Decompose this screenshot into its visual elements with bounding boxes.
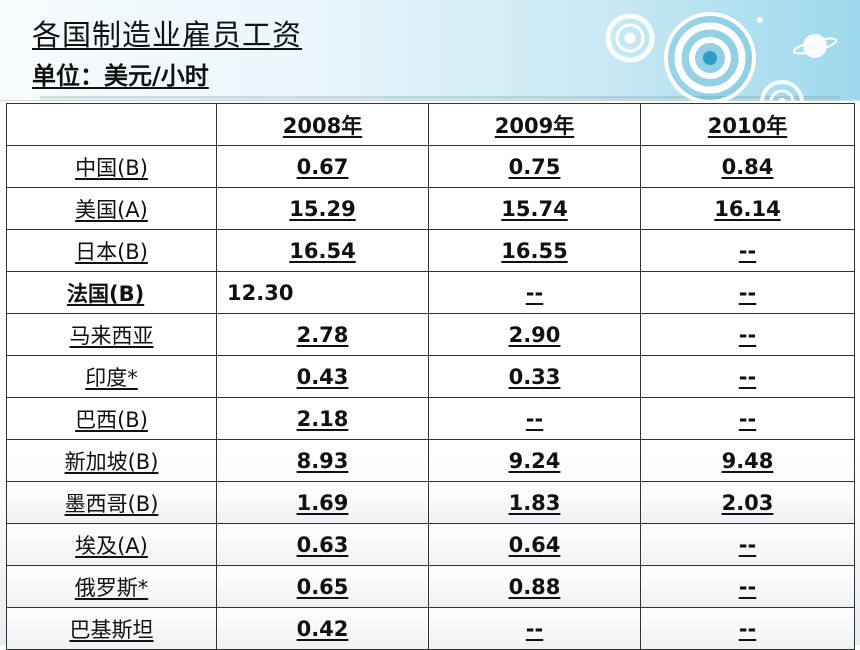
- wage-2009-cell: 0.88: [428, 565, 641, 608]
- target-rings-decoration-icon: [605, 12, 838, 150]
- table-row: 新加坡(B) 8.93 9.24 9.48: [6, 439, 855, 482]
- wage-2008-cell: 15.29: [216, 187, 429, 230]
- wage-2010-cell: --: [640, 397, 855, 440]
- wage-2008-cell: 2.18: [216, 397, 429, 440]
- slide-title: 各国制造业雇员工资: [32, 18, 303, 52]
- table-row: 美国(A) 15.29 15.74 16.14: [6, 187, 855, 230]
- wage-2010-cell: 9.48: [640, 439, 855, 482]
- wage-2008-cell: 1.69: [216, 481, 429, 524]
- country-cell: 中国(B): [6, 145, 217, 188]
- header-cell-2008: 2008年: [216, 103, 429, 146]
- wage-2009-cell: 9.24: [428, 439, 641, 482]
- wage-2008-cell: 0.43: [216, 355, 429, 398]
- wages-table: 2008年 2009年 2010年 中国(B) 0.67 0.75 0.84 美…: [6, 103, 855, 650]
- table-row: 俄罗斯* 0.65 0.88 --: [6, 565, 855, 608]
- wage-2010-cell: --: [640, 271, 855, 314]
- country-cell: 埃及(A): [6, 523, 217, 566]
- wage-2008-cell: 0.67: [216, 145, 429, 188]
- table-row: 日本(B) 16.54 16.55 --: [6, 229, 855, 272]
- wage-2008-cell: 12.30: [216, 271, 429, 314]
- table-row: 巴西(B) 2.18 -- --: [6, 397, 855, 440]
- wage-2009-cell: --: [428, 397, 641, 440]
- wage-2008-cell: 0.65: [216, 565, 429, 608]
- country-cell: 马来西亚: [6, 313, 217, 356]
- wage-2008-cell: 2.78: [216, 313, 429, 356]
- wage-2009-cell: 0.33: [428, 355, 641, 398]
- table-row: 巴基斯坦 0.42 -- --: [6, 607, 855, 650]
- table-header-row: 2008年 2009年 2010年: [6, 103, 855, 146]
- country-cell: 俄罗斯*: [6, 565, 217, 608]
- wage-2010-cell: --: [640, 313, 855, 356]
- country-cell: 墨西哥(B): [6, 481, 217, 524]
- table-row: 马来西亚 2.78 2.90 --: [6, 313, 855, 356]
- country-cell: 印度*: [6, 355, 217, 398]
- table-row: 法国(B) 12.30 -- --: [6, 271, 855, 314]
- slide-subtitle: 单位：美元/小时: [32, 62, 209, 90]
- header-cell-country: [6, 103, 217, 146]
- wage-2008-cell: 16.54: [216, 229, 429, 272]
- header-band: [0, 0, 860, 101]
- country-cell: 巴西(B): [6, 397, 217, 440]
- wage-2010-cell: --: [640, 523, 855, 566]
- country-cell: 美国(A): [6, 187, 217, 230]
- wage-2009-cell: 2.90: [428, 313, 641, 356]
- table-row: 墨西哥(B) 1.69 1.83 2.03: [6, 481, 855, 524]
- wage-2010-cell: 0.84: [640, 145, 855, 188]
- header-cell-2009: 2009年: [428, 103, 641, 146]
- table-row: 印度* 0.43 0.33 --: [6, 355, 855, 398]
- wage-2008-cell: 0.63: [216, 523, 429, 566]
- wage-2008-cell: 8.93: [216, 439, 429, 482]
- country-cell: 法国(B): [6, 271, 217, 314]
- wage-2008-cell: 0.42: [216, 607, 429, 650]
- country-cell: 日本(B): [6, 229, 217, 272]
- wage-2009-cell: --: [428, 607, 641, 650]
- wage-2010-cell: --: [640, 355, 855, 398]
- wage-2009-cell: 1.83: [428, 481, 641, 524]
- wage-2009-cell: 0.75: [428, 145, 641, 188]
- wage-2010-cell: --: [640, 229, 855, 272]
- table-row: 埃及(A) 0.63 0.64 --: [6, 523, 855, 566]
- wage-2009-cell: 0.64: [428, 523, 641, 566]
- country-cell: 新加坡(B): [6, 439, 217, 482]
- wage-2010-cell: 16.14: [640, 187, 855, 230]
- header-shadow: [40, 96, 840, 102]
- wage-2009-cell: 15.74: [428, 187, 641, 230]
- wage-2010-cell: --: [640, 565, 855, 608]
- header-cell-2010: 2010年: [640, 103, 855, 146]
- wage-2010-cell: 2.03: [640, 481, 855, 524]
- wage-2009-cell: 16.55: [428, 229, 641, 272]
- wage-2010-cell: --: [640, 607, 855, 650]
- country-cell: 巴基斯坦: [6, 607, 217, 650]
- table-row: 中国(B) 0.67 0.75 0.84: [6, 145, 855, 188]
- wage-2009-cell: --: [428, 271, 641, 314]
